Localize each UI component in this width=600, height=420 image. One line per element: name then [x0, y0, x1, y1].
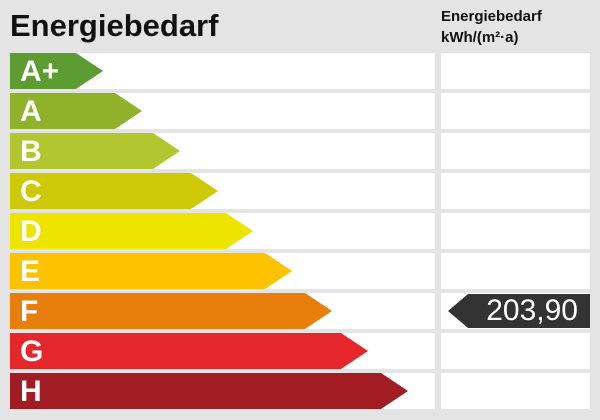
rating-arrow: A+ — [10, 53, 103, 89]
scale-row-e: E — [0, 253, 600, 293]
scale-row-b: B — [0, 133, 600, 173]
value-cell — [441, 253, 590, 289]
rating-letter: G — [20, 335, 44, 368]
rating-arrow: C — [10, 173, 218, 209]
arrow-head-icon — [341, 333, 368, 369]
scale-row-a-plus: A+ — [0, 53, 600, 93]
value-cell: 203,90 — [441, 293, 590, 329]
value-cell — [441, 133, 590, 169]
arrow-head-icon — [76, 53, 103, 89]
arrow-head-icon — [226, 213, 253, 249]
rating-arrow: E — [10, 253, 292, 289]
rating-letter: C — [20, 175, 42, 208]
arrow-head-icon — [153, 133, 180, 169]
rating-band: D — [10, 213, 435, 249]
unit-header-line2: kWh/(m²·a) — [441, 29, 519, 46]
rating-band: A — [10, 93, 435, 129]
rating-letter: D — [20, 215, 42, 248]
arrow-head-icon — [381, 373, 408, 409]
value-cell — [441, 173, 590, 209]
rating-letter: E — [20, 255, 41, 288]
value-cell — [441, 333, 590, 369]
rating-letter: A+ — [20, 55, 60, 88]
rating-letter: F — [20, 295, 39, 328]
value-cell — [441, 373, 590, 409]
arrow-head-icon — [265, 253, 292, 289]
rating-band: A+ — [10, 53, 435, 89]
scale-row-c: C — [0, 173, 600, 213]
rating-arrow: A — [10, 93, 142, 129]
unit-header-line1: Energiebedarf — [441, 8, 542, 25]
scale-row-g: G — [0, 333, 600, 373]
rating-letter: H — [20, 375, 42, 408]
value-cell — [441, 93, 590, 129]
rating-band: B — [10, 133, 435, 169]
rating-letter: B — [20, 135, 42, 168]
rating-band: C — [10, 173, 435, 209]
value-text: 203,90 — [468, 294, 590, 328]
rating-arrow: B — [10, 133, 180, 169]
unit-header: Energiebedarf kWh/(m²·a) — [441, 6, 542, 48]
rating-arrow: G — [10, 333, 368, 369]
value-cell — [441, 213, 590, 249]
rating-band: G — [10, 333, 435, 369]
scale-row-d: D — [0, 213, 600, 253]
rating-arrow: D — [10, 213, 253, 249]
rating-letter: A — [20, 95, 42, 128]
arrow-head-icon — [191, 173, 218, 209]
rating-band: H — [10, 373, 435, 409]
rating-arrow: F — [10, 293, 332, 329]
scale-rows: A+ A — [0, 53, 600, 413]
rating-band: E — [10, 253, 435, 289]
scale-row-h: H — [0, 373, 600, 413]
value-cell — [441, 53, 590, 89]
value-badge: 203,90 — [448, 294, 590, 328]
arrow-head-icon — [305, 293, 332, 329]
arrow-head-icon — [115, 93, 142, 129]
scale-row-a: A — [0, 93, 600, 133]
page-title: Energiebedarf — [10, 8, 219, 43]
scale-row-f: F 203,90 — [0, 293, 600, 333]
rating-arrow: H — [10, 373, 408, 409]
rating-band: F — [10, 293, 435, 329]
badge-pointer-icon — [448, 294, 468, 328]
